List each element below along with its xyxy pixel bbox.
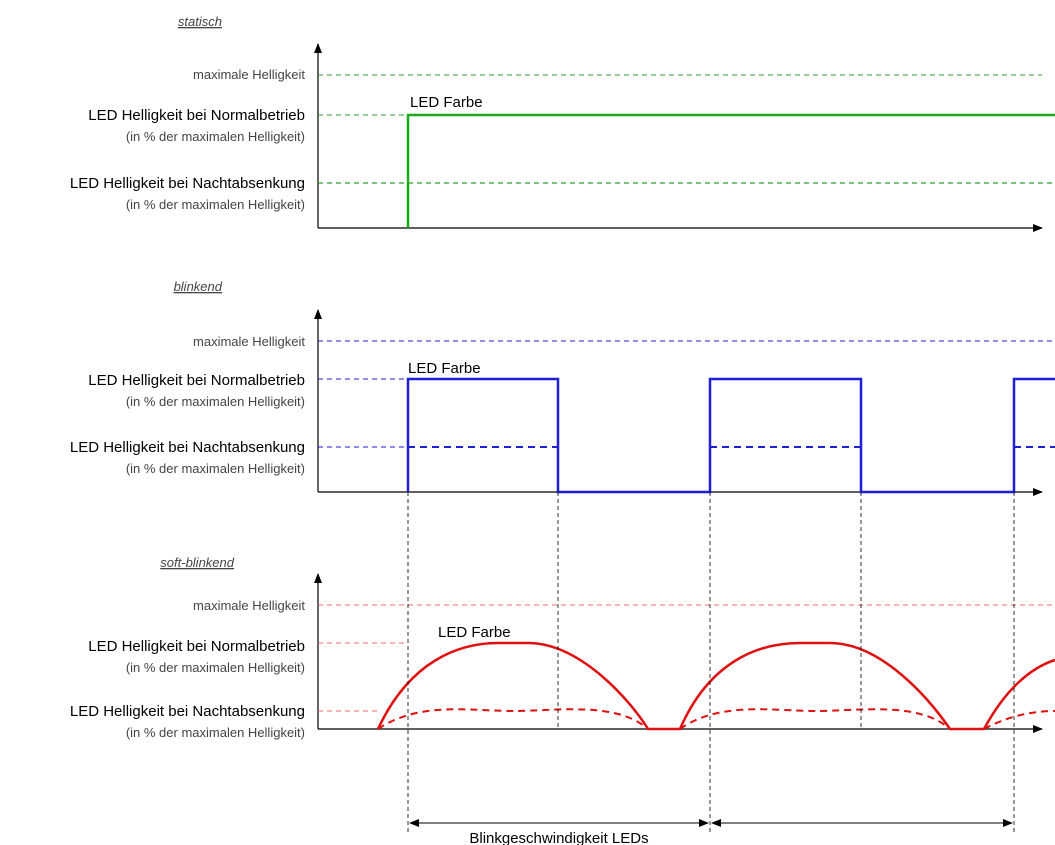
label-max-brightness: maximale Helligkeit <box>193 334 305 349</box>
blink-signal <box>406 377 1055 494</box>
period-dimensions: Blinkgeschwindigkeit LEDs <box>409 819 1013 845</box>
label-normal-sub: (in % der maximalen Helligkeit) <box>126 660 305 675</box>
panel-static: statisch maximale Helligkeit LED Helligk… <box>70 14 1055 232</box>
panel-soft-blink: soft-blinkend maximale Helligkeit LED He… <box>70 555 1055 740</box>
static-signal <box>406 113 1055 228</box>
label-night-sub: (in % der maximalen Helligkeit) <box>126 461 305 476</box>
label-night-brightness: LED Helligkeit bei Nachtabsenkung <box>70 439 305 456</box>
label-normal-brightness: LED Helligkeit bei Normalbetrieb <box>88 372 305 389</box>
label-normal-brightness: LED Helligkeit bei Normalbetrieb <box>88 107 305 124</box>
label-background <box>440 830 676 845</box>
soft-blink-signal <box>376 641 1055 731</box>
label-normal-sub: (in % der maximalen Helligkeit) <box>126 394 305 409</box>
label-night-sub: (in % der maximalen Helligkeit) <box>126 197 305 212</box>
blink-speed-label: Blinkgeschwindigkeit LEDs <box>469 830 648 845</box>
label-normal-brightness: LED Helligkeit bei Normalbetrieb <box>88 638 305 655</box>
label-night-brightness: LED Helligkeit bei Nachtabsenkung <box>70 175 305 192</box>
label-night-brightness: LED Helligkeit bei Nachtabsenkung <box>70 703 305 720</box>
night-soft-curve <box>983 710 1055 730</box>
panel-title-static: statisch <box>178 14 222 29</box>
panel-title-soft-blink: soft-blinkend <box>160 555 234 570</box>
label-normal-sub: (in % der maximalen Helligkeit) <box>126 129 305 144</box>
led-color-label: LED Farbe <box>410 94 483 111</box>
led-color-label: LED Farbe <box>408 360 481 377</box>
led-color-label: LED Farbe <box>438 624 511 641</box>
panel-title-blink: blinkend <box>174 279 223 294</box>
timing-guides <box>407 492 1015 832</box>
night-soft-curve <box>377 708 649 730</box>
label-max-brightness: maximale Helligkeit <box>193 598 305 613</box>
panel-blink: blinkend maximale Helligkeit LED Helligk… <box>70 279 1055 496</box>
night-soft-curve <box>679 708 951 730</box>
label-night-sub: (in % der maximalen Helligkeit) <box>126 725 305 740</box>
label-max-brightness: maximale Helligkeit <box>193 67 305 82</box>
